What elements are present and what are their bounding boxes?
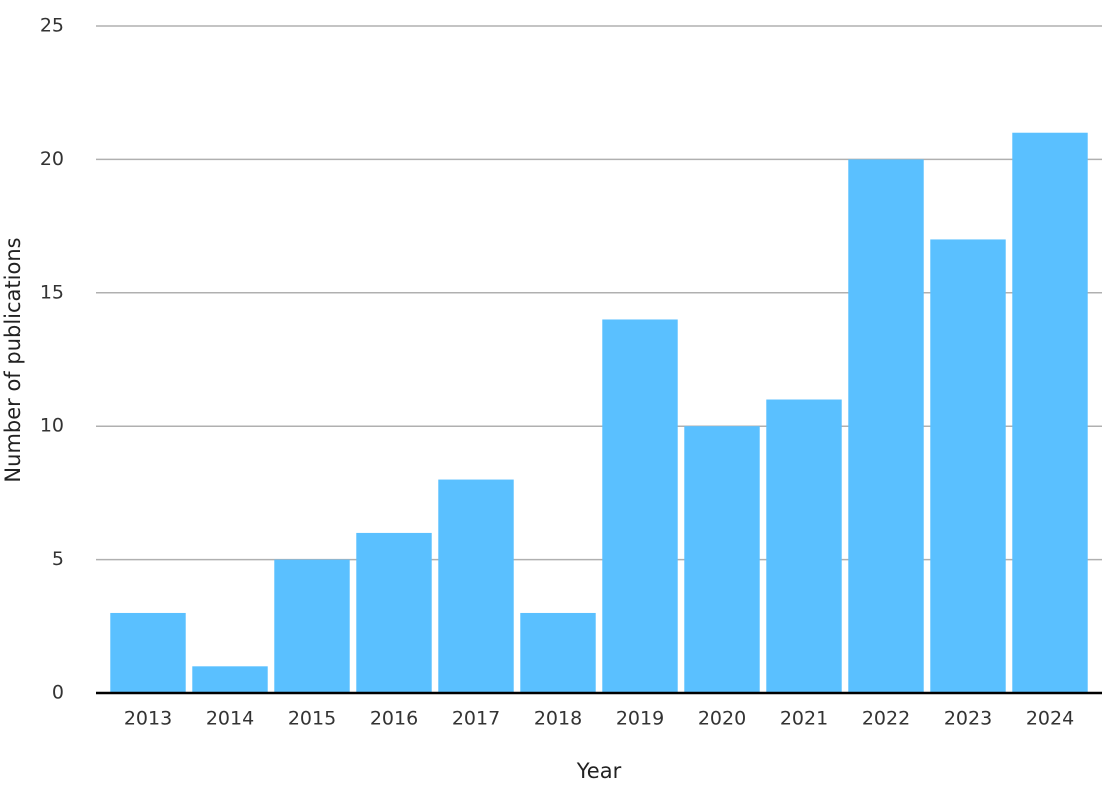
x-tick-label: 2022 (862, 708, 910, 730)
bar (520, 612, 596, 693)
x-tick-label: 2019 (616, 708, 664, 730)
bar (110, 612, 186, 693)
y-tick-label: 0 (52, 682, 64, 704)
bar (274, 559, 350, 693)
x-tick-label: 2018 (534, 708, 582, 730)
y-tick-label: 20 (40, 148, 64, 170)
x-tick-label: 2020 (698, 708, 746, 730)
y-axis-label: Number of publications (1, 237, 25, 482)
bar (1012, 132, 1088, 694)
x-tick-label: 2016 (370, 708, 418, 730)
bar (766, 399, 842, 693)
bar (356, 532, 432, 693)
x-tick-label: 2021 (780, 708, 828, 730)
x-tick-label: 2017 (452, 708, 500, 730)
bar (930, 239, 1006, 693)
x-axis-label: Year (576, 759, 622, 783)
x-tick-label: 2014 (206, 708, 254, 730)
bar (602, 319, 678, 693)
y-tick-label: 5 (52, 548, 64, 570)
y-tick-label: 10 (40, 415, 64, 437)
bar (848, 159, 924, 693)
x-tick-label: 2013 (124, 708, 172, 730)
bar (192, 666, 268, 693)
x-tick-label: 2015 (288, 708, 336, 730)
y-tick-label: 25 (40, 15, 64, 37)
bar (438, 479, 514, 693)
x-tick-label: 2023 (944, 708, 992, 730)
y-tick-label: 15 (40, 281, 64, 303)
x-tick-label: 2024 (1026, 708, 1074, 730)
bar (684, 426, 760, 693)
